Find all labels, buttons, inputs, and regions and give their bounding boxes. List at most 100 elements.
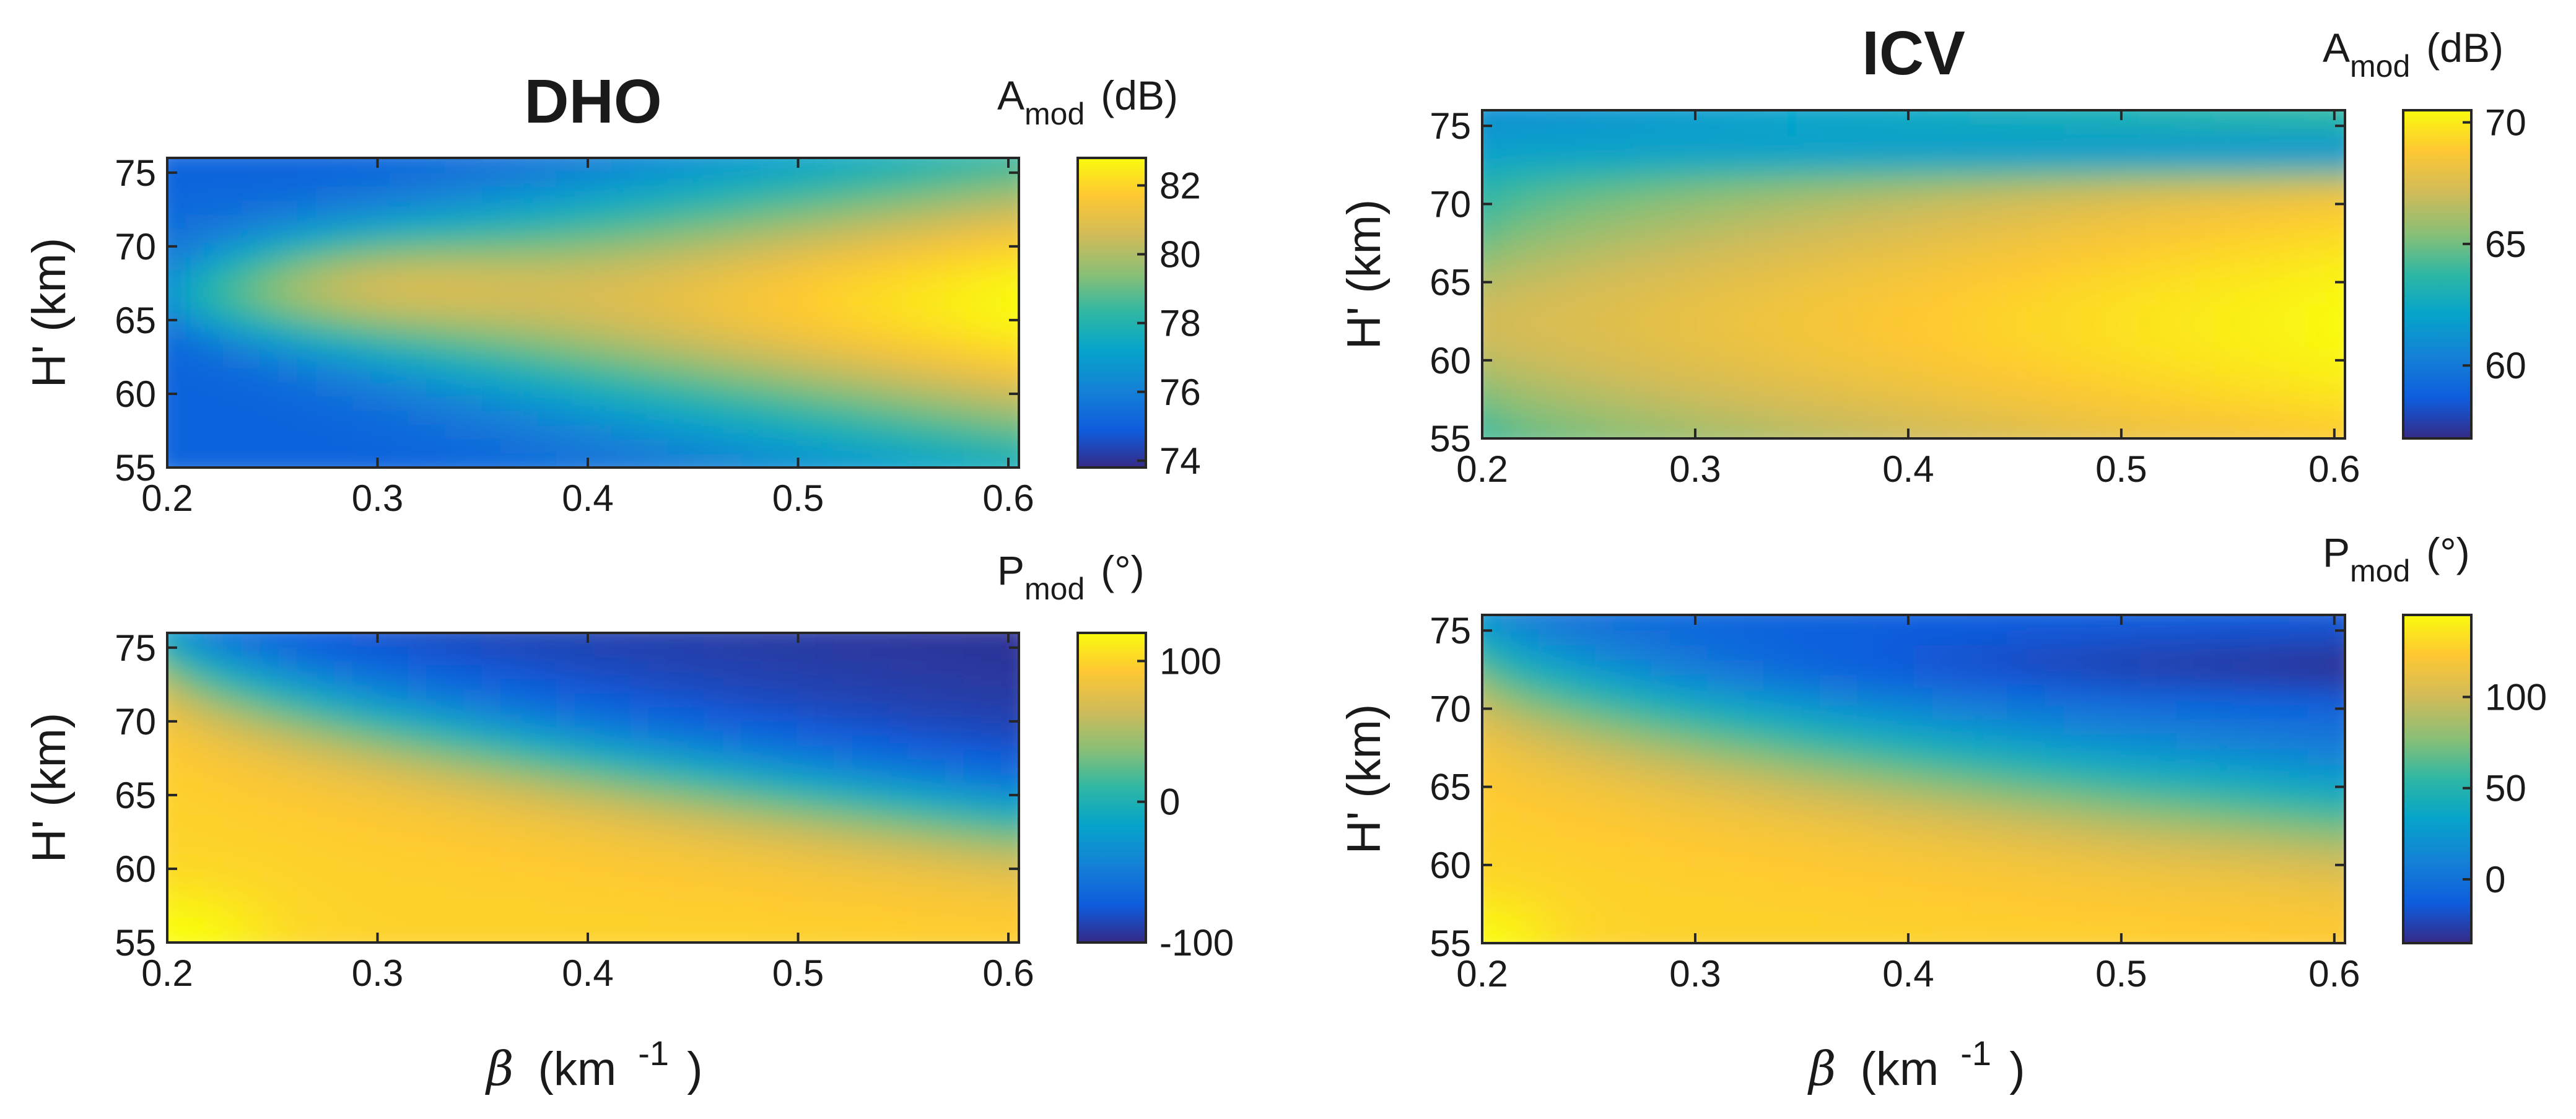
heatmap-cell xyxy=(1688,660,1708,676)
heatmap-cell xyxy=(722,689,742,704)
heatmap-cell xyxy=(1782,304,1802,320)
heatmap-cell xyxy=(1913,274,1933,290)
heatmap-cell xyxy=(815,633,835,634)
heatmap-cell xyxy=(834,270,853,285)
heatmap-cell xyxy=(1895,928,1915,943)
heatmap-cell xyxy=(834,298,853,313)
heatmap-cell xyxy=(445,242,465,258)
heatmap-cell xyxy=(297,788,317,803)
heatmap-cell xyxy=(926,928,946,943)
heatmap-cell xyxy=(278,439,298,455)
heatmap-cell xyxy=(185,383,205,398)
heatmap-cell xyxy=(1594,408,1614,424)
heatmap-cell xyxy=(2326,868,2345,884)
heatmap-cell xyxy=(2063,660,2084,676)
heatmap-cell xyxy=(2345,674,2364,690)
heatmap-cell xyxy=(537,186,557,201)
heatmap-cell xyxy=(982,284,1002,300)
heatmap-cell xyxy=(297,914,317,930)
heatmap-cell xyxy=(907,158,927,173)
heatmap-cell xyxy=(1519,378,1539,394)
heatmap-cell xyxy=(870,745,890,760)
heatmap-cell xyxy=(1951,259,1971,275)
heatmap-cell xyxy=(1594,809,1614,825)
heatmap-cell xyxy=(982,368,1002,384)
heatmap-cell xyxy=(704,468,723,482)
heatmap-cell xyxy=(426,759,446,775)
heatmap-cell xyxy=(2194,764,2215,780)
heatmap-cell xyxy=(1875,378,1896,394)
heatmap-cell xyxy=(463,270,483,285)
heatmap-cell xyxy=(982,200,1002,215)
heatmap-cell xyxy=(870,200,890,215)
heatmap-cell xyxy=(963,914,983,930)
heatmap-cell xyxy=(1482,185,1502,201)
heatmap-cell xyxy=(445,675,465,690)
heatmap-cell xyxy=(241,843,261,859)
heatmap-cell xyxy=(2269,408,2290,424)
heatmap-cell xyxy=(926,411,946,426)
heatmap-cell xyxy=(1632,244,1652,260)
heatmap-cell xyxy=(463,313,483,328)
heatmap-cell xyxy=(611,298,631,313)
heatmap-cell xyxy=(1913,244,1933,260)
heatmap-cell xyxy=(1875,824,1896,840)
heatmap-cell xyxy=(593,633,613,634)
heatmap-cell xyxy=(463,731,483,746)
heatmap-cell xyxy=(1726,229,1745,245)
heatmap-cell xyxy=(1988,289,2008,305)
heatmap-cell xyxy=(889,675,909,690)
heatmap-cell xyxy=(852,745,871,760)
heatmap-cell xyxy=(167,745,168,760)
heatmap-cell xyxy=(2101,214,2121,230)
heatmap-cell xyxy=(648,326,668,342)
y-tick-label: 70 xyxy=(1430,183,1471,225)
heatmap-cell xyxy=(2101,615,2121,631)
heatmap-cell xyxy=(648,425,668,440)
heatmap-cell xyxy=(1669,719,1690,735)
heatmap-cell xyxy=(630,900,650,915)
heatmap-cell xyxy=(1970,170,1989,186)
heatmap-cell xyxy=(2289,615,2308,631)
heatmap-cell xyxy=(408,397,427,412)
heatmap-cell xyxy=(1000,816,1019,831)
heatmap-cell xyxy=(204,731,224,746)
heatmap-cell xyxy=(685,633,705,634)
heatmap-cell xyxy=(907,341,927,356)
heatmap-cell xyxy=(1576,838,1596,855)
heatmap-cell xyxy=(334,843,353,859)
heatmap-cell xyxy=(2307,704,2327,720)
heatmap-cell xyxy=(1970,229,1989,245)
heatmap-cell xyxy=(1632,838,1652,855)
heatmap-cell xyxy=(1539,943,1558,959)
heatmap-cell xyxy=(1669,615,1690,631)
heatmap-cell xyxy=(1820,319,1840,335)
heatmap-cell xyxy=(1576,764,1596,780)
heatmap-cell xyxy=(482,256,502,271)
heatmap-cell xyxy=(574,900,594,915)
heatmap-cell xyxy=(1538,734,1558,750)
heatmap-cell xyxy=(408,284,427,300)
heatmap-cell xyxy=(334,675,353,690)
heatmap-cell xyxy=(518,872,538,887)
heatmap-cell xyxy=(167,186,186,201)
heatmap-cell xyxy=(852,633,871,648)
heatmap-cell xyxy=(2289,259,2308,275)
heatmap-cell xyxy=(797,843,816,859)
heatmap-cell xyxy=(260,313,279,328)
heatmap-cell xyxy=(1744,319,1765,335)
heatmap-cell xyxy=(667,439,686,455)
heatmap-cell xyxy=(963,397,983,412)
heatmap-cell xyxy=(2307,645,2327,661)
heatmap-cell xyxy=(1951,214,1971,230)
heatmap-cell xyxy=(870,816,890,831)
heatmap-cell xyxy=(1632,378,1652,394)
heatmap-cell xyxy=(1538,185,1558,201)
heatmap-cell xyxy=(2232,838,2252,855)
heatmap-cell xyxy=(685,900,705,915)
heatmap-cell xyxy=(315,172,335,187)
heatmap-cell xyxy=(2345,349,2364,364)
heatmap-cell xyxy=(241,830,261,845)
heatmap-cell xyxy=(1000,689,1019,704)
heatmap-cell xyxy=(1538,794,1558,810)
